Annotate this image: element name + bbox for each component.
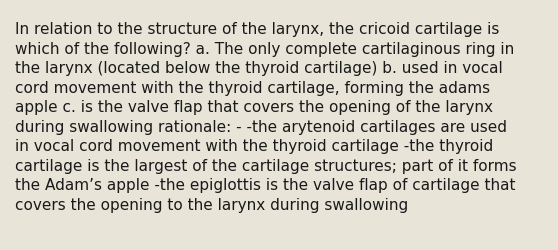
Text: In relation to the structure of the larynx, the cricoid cartilage is
which of th: In relation to the structure of the lary… bbox=[15, 22, 517, 212]
